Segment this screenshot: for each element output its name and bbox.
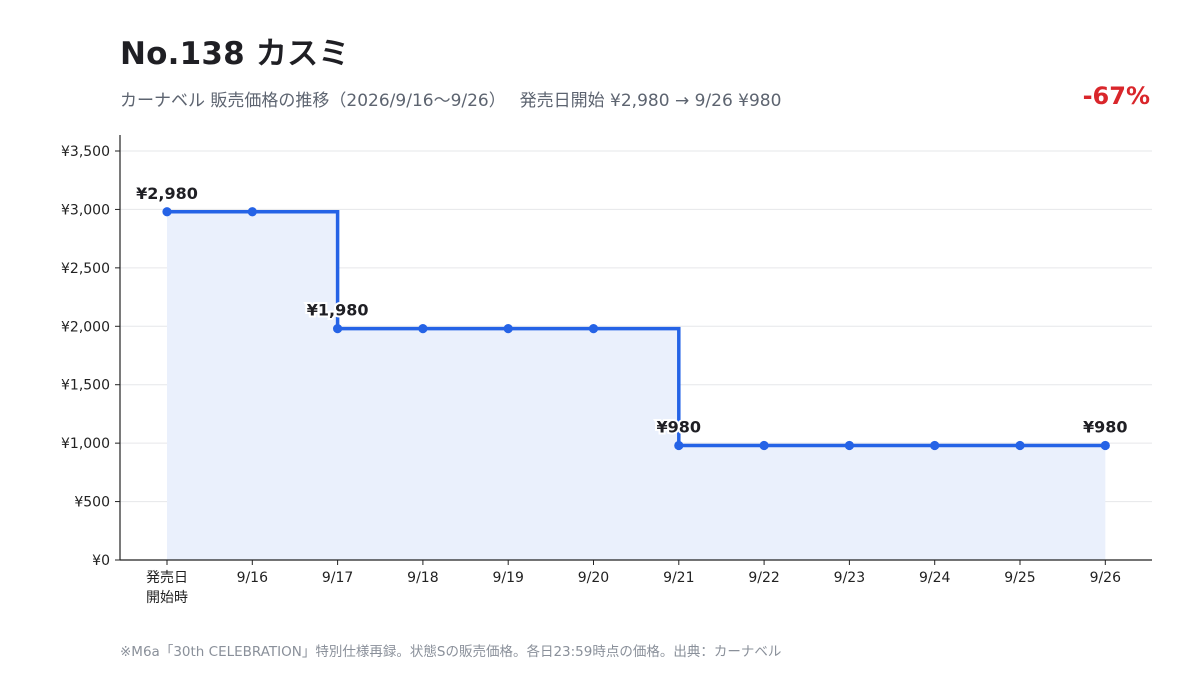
tick-labels: ¥0 ¥500 ¥1,000 ¥1,500 ¥2,000 ¥2,500 ¥3,000 ¥3,5…: [61, 144, 1121, 606]
data-point: [759, 440, 769, 451]
price-change-badge: -67%: [1082, 82, 1150, 110]
x-tick-label: 9/23: [834, 570, 865, 586]
y-tick-label: ¥2,000: [61, 319, 110, 335]
data-label: ¥980: [657, 417, 702, 436]
y-tick-label: ¥0: [92, 553, 110, 569]
x-tick-label: 9/25: [1004, 570, 1035, 586]
data-point: [930, 440, 940, 451]
x-tick-label: 9/20: [578, 570, 609, 586]
data-label: ¥980: [1083, 417, 1128, 436]
data-label: ¥2,980: [136, 184, 198, 203]
data-point: [1100, 440, 1110, 451]
x-tick-label: 9/16: [237, 570, 269, 586]
x-tick-label: 9/22: [748, 570, 779, 586]
x-tick-label: 9/18: [407, 570, 438, 586]
x-tick-label: 9/21: [663, 570, 694, 586]
y-tick-label: ¥3,500: [61, 144, 110, 160]
x-tick-label: 9/17: [322, 570, 353, 586]
data-labels: ¥2,980 ¥1,980 ¥980 ¥980: [134, 182, 1129, 439]
y-tick-label: ¥2,500: [61, 261, 110, 277]
data-point: [162, 207, 172, 217]
footnote: ※M6a「30th CELEBRATION」特別仕様再録。状態Sの販売価格。各日…: [120, 644, 782, 660]
series-step-line: [167, 210, 1106, 448]
y-tick-label: ¥3,000: [61, 202, 110, 218]
y-tick-label: ¥500: [74, 495, 110, 511]
chart-subtitle: カーナベル 販売価格の推移（2026/9/16〜9/26） 発売日開始 ¥2,9…: [120, 91, 782, 111]
series-points: [162, 207, 1110, 451]
data-point: [333, 324, 343, 334]
y-tick-label: ¥1,000: [61, 436, 110, 452]
series-line: [167, 210, 1106, 448]
series-area: [167, 211, 1106, 560]
y-tick-label: ¥1,500: [61, 378, 110, 394]
x-tick-label: 9/24: [919, 570, 951, 586]
data-point: [418, 324, 428, 334]
data-label: ¥1,980: [307, 301, 369, 320]
data-point: [588, 324, 599, 334]
area-fill: [167, 211, 1106, 560]
data-point: [674, 440, 684, 451]
x-tick-label: 開始時: [146, 590, 188, 606]
x-tick-label: 発売日: [146, 570, 188, 586]
axes: [115, 135, 1152, 565]
data-point: [844, 440, 855, 451]
data-point: [503, 324, 513, 334]
data-point: [247, 207, 257, 217]
chart-title: No.138 カスミ: [120, 36, 350, 72]
x-tick-label: 9/26: [1090, 570, 1122, 586]
x-tick-label: 9/19: [492, 570, 523, 586]
data-point: [1015, 440, 1025, 451]
